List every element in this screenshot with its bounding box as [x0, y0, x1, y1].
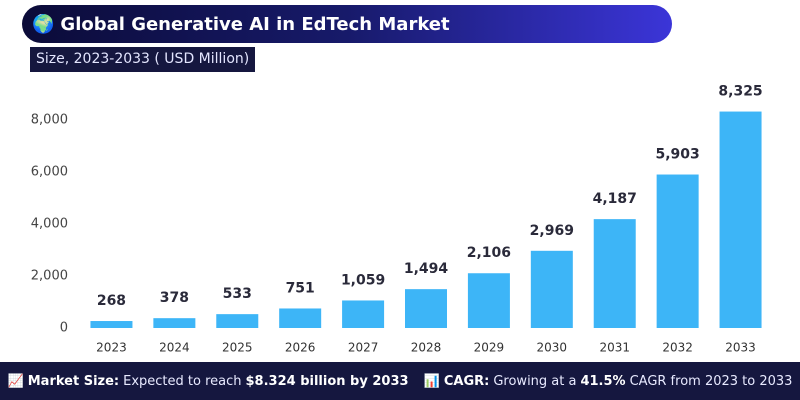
value-label: 268: [97, 293, 126, 309]
value-label: 378: [160, 290, 189, 306]
bar: [216, 314, 259, 328]
value-label: 2,969: [530, 223, 574, 239]
y-tick-label: 6,000: [31, 165, 68, 180]
bar: [593, 219, 636, 328]
footer-text: 41.5%: [580, 373, 626, 389]
x-tick-label: 2025: [222, 341, 253, 355]
chart: 0 2,000 4,000 6,000 8,000 2023 268 2024 378 2025 5…: [31, 84, 763, 355]
footer: 📈 Market Size: Expected to reach $8.324 bil…: [0, 362, 800, 400]
y-tick-label: 8,000: [31, 113, 68, 128]
chart-subtitle: Size, 2023-2033 ( USD Million): [30, 47, 256, 72]
footer-text: Expected to reach: [123, 373, 242, 389]
footer-item: 📊 CAGR: Growing at a 41.5% CAGR from 2023 to…: [424, 374, 793, 389]
x-tick-label: 2027: [348, 341, 379, 355]
footer-icon: 📈: [7, 373, 24, 389]
bar: [90, 321, 133, 328]
x-tick-label: 2030: [537, 341, 568, 355]
bar: [530, 250, 573, 328]
bar: [467, 273, 510, 328]
x-tick-label: 2028: [411, 341, 442, 355]
value-label: 8,325: [718, 84, 762, 100]
footer-text: $8.324 billion by 2033: [245, 373, 409, 389]
value-label: 2,106: [467, 245, 511, 261]
value-label: 533: [223, 286, 252, 302]
y-tick-label: 0: [60, 321, 68, 336]
title-banner: 🌍 Global Generative AI in EdTech Market: [22, 5, 672, 43]
bar: [153, 318, 196, 328]
value-label: 1,059: [341, 272, 385, 288]
bar: [342, 300, 385, 328]
x-tick-label: 2029: [474, 341, 505, 355]
footer-text: Growing at a: [493, 373, 577, 389]
value-label: 4,187: [593, 191, 637, 207]
x-tick-label: 2032: [662, 341, 693, 355]
x-tick-label: 2033: [725, 341, 756, 355]
bar: [719, 111, 762, 328]
y-tick-label: 4,000: [31, 217, 68, 232]
footer-text: CAGR from 2023 to 2033: [629, 373, 793, 389]
y-tick-label: 2,000: [31, 269, 68, 284]
footer-item: 📈 Market Size: Expected to reach $8.324 bil…: [8, 374, 409, 389]
footer-text: CAGR:: [443, 373, 490, 389]
title-icon: 🌍: [32, 13, 55, 35]
footer-text: Market Size:: [27, 373, 120, 389]
value-label: 5,903: [655, 147, 699, 163]
chart-title: Global Generative AI in EdTech Market: [60, 13, 450, 35]
x-tick-label: 2031: [599, 341, 630, 355]
x-tick-label: 2024: [159, 341, 190, 355]
footer-icon: 📊: [423, 373, 440, 389]
x-tick-label: 2026: [285, 341, 316, 355]
value-label: 751: [286, 280, 315, 296]
value-label: 1,494: [404, 261, 449, 277]
x-tick-label: 2023: [96, 341, 127, 355]
bar: [405, 289, 447, 328]
bar: [656, 174, 699, 328]
bar: [279, 308, 322, 328]
